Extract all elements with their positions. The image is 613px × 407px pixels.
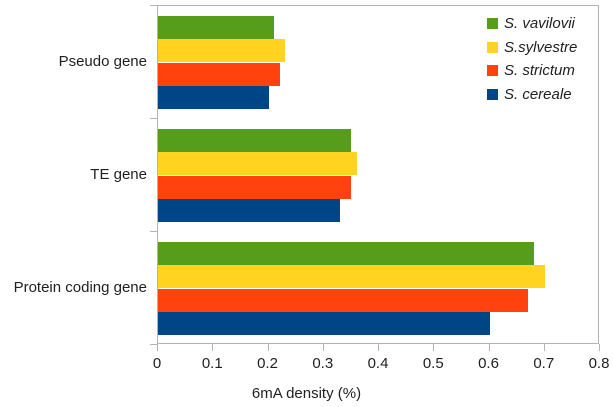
bar-s-cereale-pseudo-gene [158,85,269,109]
bar-s-sylvestre-te-gene [158,152,357,176]
legend-label: S. strictum [504,62,575,80]
bar-s-strictum-te-gene [158,175,352,199]
bar-s-vavilovii-protein-coding-gene [158,242,534,266]
x-tick-label-0-7: 0.7 [533,355,555,372]
legend-label: S. cereale [504,85,572,103]
y-tick-mark [150,118,157,119]
bar-s-vavilovii-te-gene [158,129,352,153]
x-tick-mark [157,344,158,351]
legend-swatch-icon [487,41,498,53]
x-tick-label-0-6: 0.6 [478,355,499,372]
legend-item-s-cereale: S. cereale [487,83,577,107]
x-tick-mark [322,344,324,351]
x-tick-mark [267,344,269,351]
legend-label: S.sylvestre [504,38,578,56]
x-tick-mark [599,344,600,351]
y-category-label-te-gene: TE gene [90,165,147,183]
legend: S. vavilovii S.sylvestre S. strictum S. cer… [487,12,577,106]
bar-s-vavilovii-pseudo-gene [158,16,275,40]
plot-area [157,5,599,344]
legend-item-s-vavilovii: S. vavilovii [487,12,577,36]
x-tick-mark [488,344,490,351]
legend-item-s-sylvestre: S.sylvestre [487,36,577,60]
y-category-label-pseudo-gene: Pseudo gene [58,52,147,70]
x-axis-title: 6mA density (%) [251,385,362,402]
x-tick-mark [433,344,435,351]
bar-s-sylvestre-pseudo-gene [158,39,286,63]
y-tick-mark [150,344,157,345]
legend-swatch-icon [487,88,498,100]
x-tick-mark [543,344,545,351]
legend-label: S. vavilovii [504,15,575,33]
x-tick-label-0-3: 0.3 [312,355,334,372]
x-tick-label-0-8: 0.8 [588,355,610,372]
x-tick-label-0-4: 0.4 [367,355,389,372]
legend-swatch-icon [487,65,498,77]
x-tick-label-0-5: 0.5 [422,355,444,372]
bar-s-cereale-te-gene [158,198,341,222]
legend-item-s-strictum: S. strictum [487,59,577,83]
y-tick-mark [150,231,157,232]
bar-s-strictum-pseudo-gene [158,62,280,86]
y-category-label-protein-coding-gene: Protein coding gene [13,278,147,296]
legend-swatch-icon [487,18,498,30]
y-tick-mark [150,5,157,6]
bar-s-strictum-protein-coding-gene [158,288,529,312]
x-tick-mark [378,344,379,351]
x-tick-label-0-2: 0.2 [257,355,278,372]
bar-s-cereale-protein-coding-gene [158,311,490,335]
x-tick-label-0: 0 [152,355,162,372]
bar-s-sylvestre-protein-coding-gene [158,265,545,289]
x-tick-mark [212,344,214,351]
x-tick-label-0-1: 0.1 [201,355,223,372]
